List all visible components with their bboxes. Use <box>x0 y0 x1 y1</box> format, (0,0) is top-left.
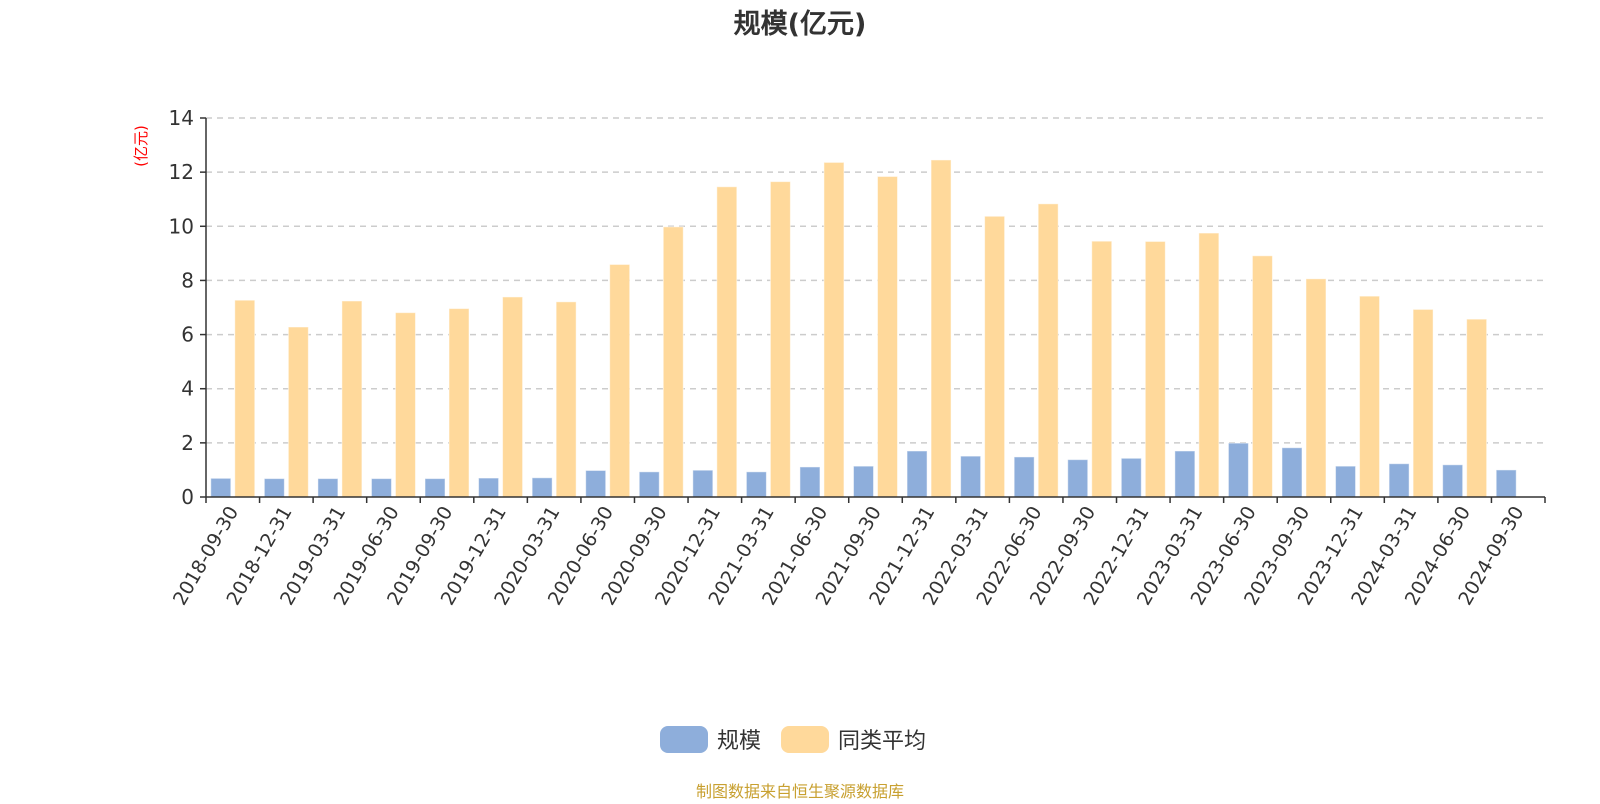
chart-title: 规模(亿元) <box>734 9 867 40</box>
bar-peer-average <box>1144 240 1166 498</box>
y-axis-label: (亿元) <box>132 125 150 167</box>
bar-peer-average <box>502 296 524 498</box>
bar-scale <box>1067 459 1089 498</box>
bar-peer-average <box>1091 240 1113 498</box>
bar-scale <box>1335 465 1357 498</box>
bar-peer-average <box>609 263 631 498</box>
bar-scale <box>1227 442 1249 498</box>
bar-scale <box>692 469 714 498</box>
bar-scale <box>799 466 821 498</box>
bar-scale <box>1174 450 1196 498</box>
bar-peer-average <box>1359 295 1381 498</box>
legend-swatch <box>660 726 708 753</box>
legend: 规模 同类平均 <box>660 726 926 754</box>
y-tick-label: 10 <box>169 214 194 238</box>
bar-scale <box>317 478 339 498</box>
legend-swatch <box>781 726 830 753</box>
bar-scale <box>478 477 500 498</box>
bar-scale <box>853 465 874 498</box>
bar-peer-average <box>1251 255 1273 498</box>
bar-peer-average <box>823 161 845 498</box>
bar-peer-average <box>234 299 256 498</box>
bar-scale <box>1388 463 1410 498</box>
bar-scale <box>424 478 446 498</box>
y-tick-label: 14 <box>169 106 194 130</box>
bar-peer-average <box>1037 203 1059 498</box>
bar-peer-average <box>341 300 363 498</box>
bar-peer-average <box>1466 318 1488 498</box>
y-tick-label: 4 <box>181 377 194 401</box>
bar-scale <box>1281 447 1303 498</box>
bar-peer-average <box>877 175 898 498</box>
bar-peer-average <box>555 301 577 498</box>
bar-scale <box>906 450 928 498</box>
bar-peer-average <box>1412 308 1434 498</box>
bar-scale <box>1495 469 1517 498</box>
bar-peer-average <box>1198 232 1220 498</box>
y-tick-label: 0 <box>181 485 194 509</box>
bar-peer-average <box>394 312 416 498</box>
bar-peer-average <box>448 308 470 498</box>
legend-label: 规模 <box>717 729 761 754</box>
bar-peer-average <box>984 215 1006 498</box>
bar-scale <box>585 469 607 498</box>
bar-peer-average <box>716 186 738 498</box>
bar-peer-average <box>662 226 684 498</box>
bar-scale <box>960 455 982 498</box>
bar-scale <box>210 477 232 498</box>
axes: 024681012142018-09-302018-12-312019-03-3… <box>169 106 1546 609</box>
bar-peer-average <box>1305 278 1327 498</box>
bar-scale <box>745 471 767 498</box>
bars <box>210 159 1517 498</box>
bar-scale <box>638 471 660 498</box>
source-note: 制图数据来自恒生聚源数据库 <box>696 782 904 800</box>
y-tick-label: 2 <box>181 431 194 455</box>
bar-peer-average <box>769 181 791 498</box>
bar-peer-average <box>930 159 952 498</box>
bar-peer-average <box>287 326 309 498</box>
bar-scale <box>1013 456 1035 498</box>
y-tick-label: 6 <box>181 323 194 347</box>
bar-scale <box>370 478 392 498</box>
bar-scale <box>263 478 285 498</box>
legend-label: 同类平均 <box>838 729 926 754</box>
y-tick-label: 12 <box>169 160 194 184</box>
bar-scale <box>1120 457 1142 498</box>
bar-scale <box>531 477 553 498</box>
bar-scale <box>1442 464 1464 498</box>
y-tick-label: 8 <box>181 268 194 292</box>
